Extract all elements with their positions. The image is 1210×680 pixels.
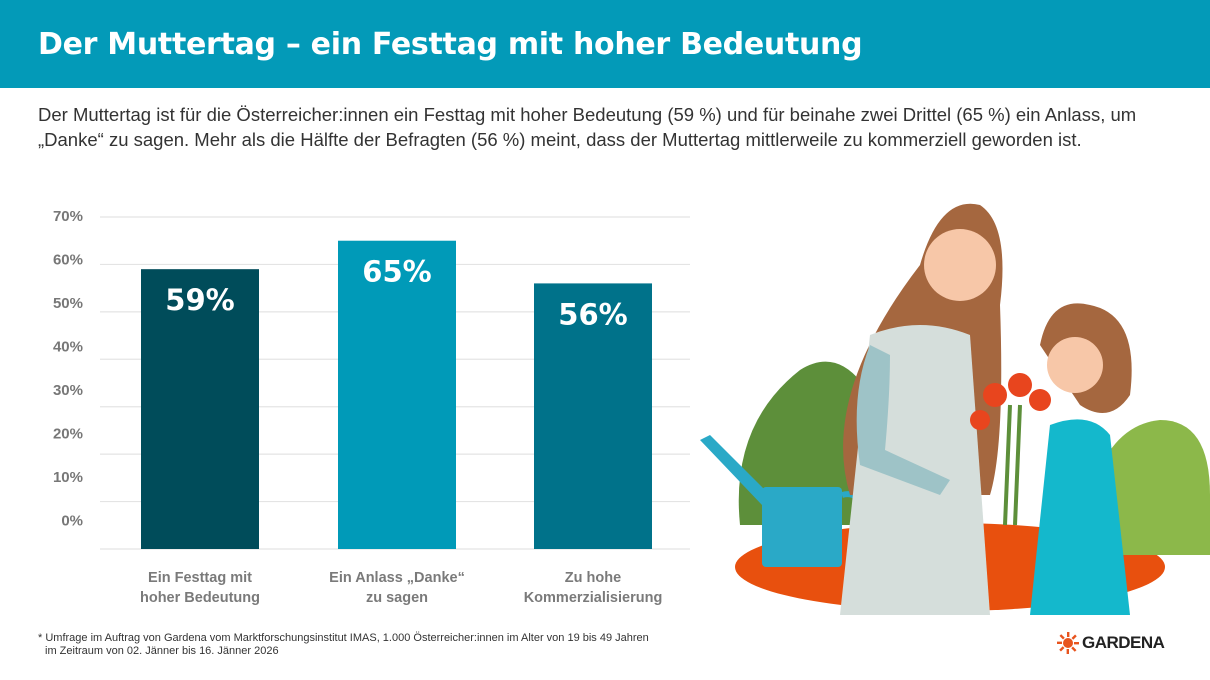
gardena-logo: GARDENA <box>1057 632 1165 654</box>
bar-chart: 0% 10% 20% 30% 40% 50% 60% 70% 59% Ein Festtag mi… <box>53 208 690 606</box>
footnote-line: * Umfrage im Auftrag von Gardena vom Mar… <box>38 632 649 644</box>
mother-daughter-illustration <box>700 203 1210 615</box>
page-title: Der Muttertag – ein Festtag mit hoher Be… <box>38 27 863 62</box>
y-tick-label: 60% <box>53 252 83 269</box>
y-tick-label: 70% <box>53 208 83 225</box>
category-label: Kommerzialisierung <box>524 590 663 606</box>
data-label: 56% <box>558 297 627 331</box>
data-label: 59% <box>165 283 234 317</box>
y-tick-label: 20% <box>53 426 83 443</box>
category-label: Ein Festtag mit <box>148 570 252 586</box>
bar <box>534 283 652 549</box>
bar <box>141 269 259 549</box>
y-tick-label: 0% <box>61 513 83 530</box>
gardena-sun-icon <box>1057 632 1079 654</box>
header-bar: Der Muttertag – ein Festtag mit hoher Be… <box>0 0 1210 88</box>
y-tick-label: 10% <box>53 469 83 486</box>
logo-text: GARDENA <box>1082 633 1165 652</box>
y-tick-label: 30% <box>53 382 83 399</box>
intro-text: Der Muttertag ist für die Österreicher:i… <box>38 104 1137 150</box>
y-tick-label: 40% <box>53 339 83 356</box>
bar <box>338 240 456 549</box>
footnote-line: im Zeitraum von 02. Jänner bis 16. Jänne… <box>45 645 279 657</box>
category-label: hoher Bedeutung <box>140 590 260 606</box>
y-tick-label: 50% <box>53 295 83 312</box>
footnote: * Umfrage im Auftrag von Gardena vom Mar… <box>38 632 649 658</box>
data-label: 65% <box>362 255 431 289</box>
category-label: Zu hohe <box>565 570 621 586</box>
category-label: Ein Anlass „Danke“ <box>329 570 465 586</box>
category-label: zu sagen <box>366 590 428 606</box>
